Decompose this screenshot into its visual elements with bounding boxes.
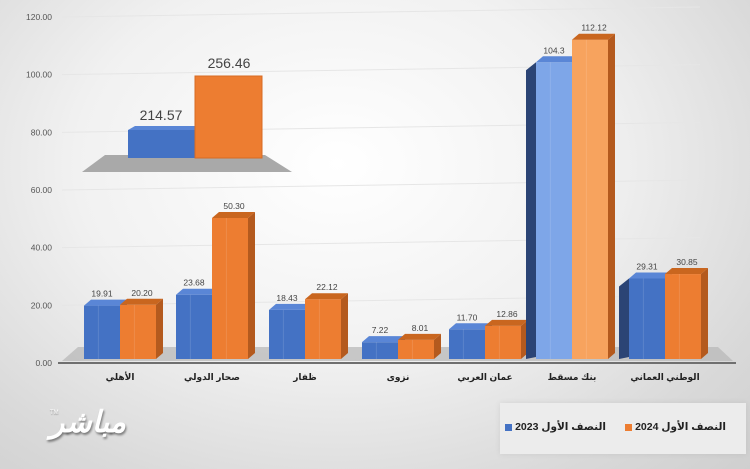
category-label: نزوى xyxy=(387,372,410,383)
inset-value-2024: 256.46 xyxy=(208,55,251,71)
bar-2024 xyxy=(572,33,615,359)
y-tick-label: 120.00 xyxy=(26,12,52,22)
legend-swatch-blue xyxy=(505,423,513,431)
value-label-2023: 23.68 xyxy=(183,278,205,288)
legend: النصف الأول 2024 النصف الأول 2023 xyxy=(500,403,746,454)
value-label-2023: 7.22 xyxy=(372,325,389,335)
y-tick-label: 20.00 xyxy=(31,300,53,310)
category-label: صحار الدولي xyxy=(184,372,240,383)
bar-2024 xyxy=(305,293,348,359)
inset-value-2023: 214.57 xyxy=(140,107,183,123)
legend-label: النصف الأول 2023 xyxy=(515,421,606,433)
category-label: الأهلي xyxy=(106,371,135,382)
bar-2024 xyxy=(665,268,708,359)
value-label-2023: 19.91 xyxy=(91,289,113,299)
y-tick-label: 80.00 xyxy=(31,127,53,137)
category-label: عمان العربي xyxy=(457,372,512,383)
bar-2024 xyxy=(398,333,441,359)
bar-2024 xyxy=(485,319,528,359)
y-tick-label: 60.00 xyxy=(31,185,53,195)
value-label-2024: 20.20 xyxy=(131,288,153,298)
value-label-2024: 12.86 xyxy=(496,309,518,319)
total-inset: 214.57 256.46 xyxy=(82,55,292,172)
category-label: ظفار xyxy=(292,372,317,383)
legend-label: النصف الأول 2024 xyxy=(635,421,726,433)
bar-2024 xyxy=(212,211,255,359)
legend-item-2023: النصف الأول 2023 xyxy=(505,421,606,433)
x-axis-categories: الأهلي صحار الدولي ظفار نزوى عمان العربي بنك … xyxy=(106,371,700,383)
value-label-2024: 8.01 xyxy=(412,323,429,333)
y-tick-label: 0.00 xyxy=(35,358,52,368)
y-tick-label: 100.00 xyxy=(26,70,52,80)
value-label-2023: 29.31 xyxy=(636,261,658,271)
value-label-2024: 30.85 xyxy=(676,257,698,267)
category-label: بنك مسقط xyxy=(548,372,597,382)
y-axis: 0.00 20.00 40.00 60.00 80.00 100.00 120.00 xyxy=(26,12,52,368)
category-label: الوطني العماني xyxy=(630,372,699,383)
value-label-2023: 104.3 xyxy=(543,45,565,55)
value-label-2024: 22.12 xyxy=(316,282,338,292)
bars: 19.91 20.20 23.68 50.30 18.43 22.12 7.22 8.01 11… xyxy=(84,23,708,359)
y-tick-label: 40.00 xyxy=(31,243,53,253)
watermark-tm: TM xyxy=(50,410,59,416)
bar-2023 xyxy=(449,323,492,359)
value-label-2024: 112.12 xyxy=(581,23,607,33)
value-label-2024: 50.30 xyxy=(223,201,245,211)
legend-swatch-orange xyxy=(625,423,633,431)
bar-2024 xyxy=(120,298,163,359)
legend-item-2024: النصف الأول 2024 xyxy=(625,421,726,433)
value-label-2023: 18.43 xyxy=(276,293,298,303)
value-label-2023: 11.70 xyxy=(457,312,478,322)
watermark-logo: مباشر xyxy=(50,405,126,440)
